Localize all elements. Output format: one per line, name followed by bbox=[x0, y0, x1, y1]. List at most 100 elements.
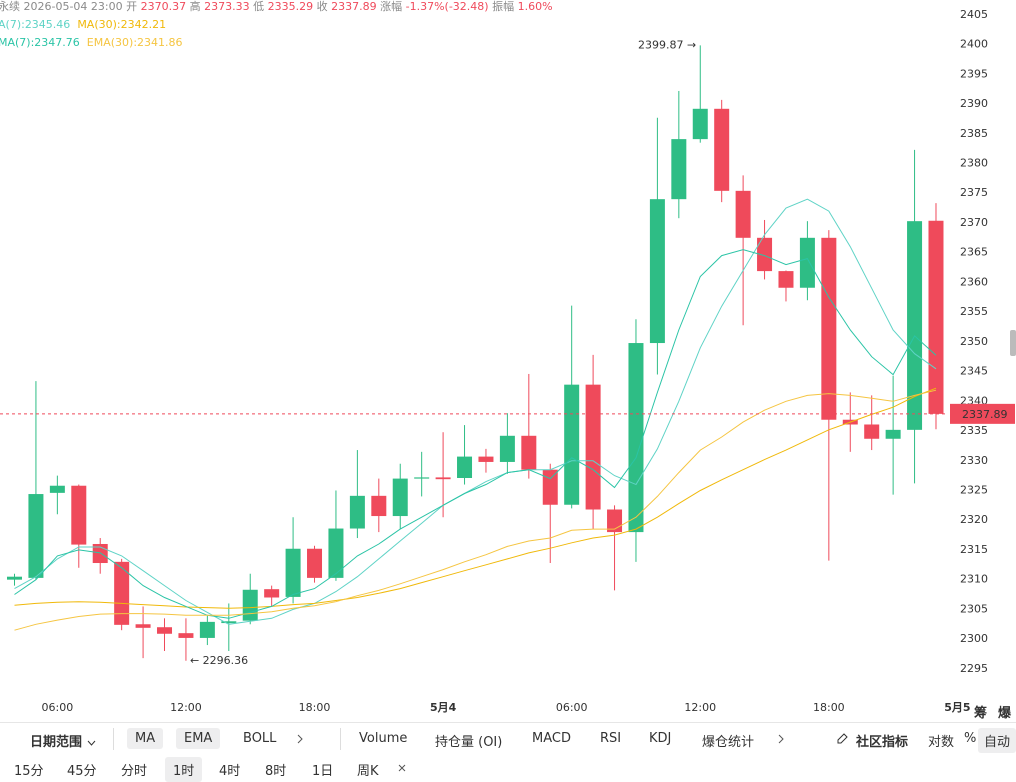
label: 日期范围 bbox=[30, 735, 83, 750]
y-tick-label: 2390 bbox=[960, 97, 988, 110]
y-tick-label: 2355 bbox=[960, 305, 988, 318]
candle-body bbox=[885, 429, 901, 439]
y-tick-label: 2300 bbox=[960, 632, 988, 645]
ohlc-header: 永续 2026-05-04 23:00 开 2370.37 高 2373.33 … bbox=[0, 0, 553, 14]
ma-line bbox=[14, 387, 937, 609]
max-marker: 2399.87 → bbox=[638, 38, 696, 51]
candle-body bbox=[542, 469, 558, 505]
edit-icon[interactable] bbox=[836, 732, 849, 745]
interval[interactable]: 4时 bbox=[219, 764, 241, 779]
separator bbox=[340, 728, 341, 750]
legend-entry: MA(30):2342.21 bbox=[77, 18, 167, 31]
min-marker: ← 2296.36 bbox=[190, 654, 248, 667]
datetime: 2026-05-04 23:00 bbox=[23, 0, 123, 13]
chart: 2295230023052310231523202325233023352340… bbox=[0, 8, 1016, 714]
indicator-button[interactable]: 爆仓统计 bbox=[702, 735, 755, 750]
side-label[interactable]: 爆 bbox=[998, 706, 1012, 721]
side-label[interactable]: 筹 bbox=[974, 706, 988, 721]
y-tick-label: 2380 bbox=[960, 156, 988, 169]
value: 2335.29 bbox=[267, 0, 314, 13]
candle-body bbox=[499, 435, 515, 462]
candle-body bbox=[907, 221, 923, 430]
candle-body bbox=[585, 384, 601, 510]
y-tick-label: 2360 bbox=[960, 275, 988, 288]
value: 2373.33 bbox=[204, 0, 250, 13]
y-tick-label: 2325 bbox=[960, 483, 988, 496]
label: 低 bbox=[253, 0, 265, 13]
candle-body bbox=[349, 495, 365, 529]
date-range[interactable]: 日期范围 bbox=[30, 731, 96, 750]
value: 2337.89 bbox=[331, 0, 377, 13]
interval[interactable]: 分时 bbox=[121, 764, 148, 779]
y-tick-label: 2330 bbox=[960, 454, 988, 467]
chevron-right[interactable] bbox=[297, 734, 303, 744]
candle-body bbox=[392, 478, 408, 517]
candle-body bbox=[221, 621, 237, 624]
candle-body bbox=[692, 108, 708, 140]
candle-body bbox=[71, 485, 87, 545]
percent-toggle[interactable]: % bbox=[964, 731, 977, 746]
separator bbox=[113, 728, 114, 750]
x-tick-label: 5月4 bbox=[430, 701, 457, 714]
value: 2370.37 bbox=[140, 0, 187, 13]
x-tick-label: 12:00 bbox=[170, 701, 202, 714]
candle-body bbox=[307, 548, 323, 578]
y-tick-label: 2375 bbox=[960, 186, 988, 199]
indicator-button[interactable]: MA bbox=[127, 728, 164, 749]
candle-body bbox=[435, 477, 451, 480]
legend-entry: EMA(30):2341.86 bbox=[86, 36, 183, 49]
chevron-right[interactable] bbox=[778, 734, 784, 744]
y-tick-label: 2400 bbox=[960, 38, 988, 51]
indicator-button[interactable]: RSI bbox=[600, 731, 622, 746]
x-tick-label: 18:00 bbox=[813, 701, 845, 714]
interval-selected[interactable]: 1时 bbox=[165, 757, 203, 782]
interval[interactable]: 8时 bbox=[265, 764, 287, 779]
candle-body bbox=[414, 477, 430, 479]
y-tick-label: 2365 bbox=[960, 246, 988, 259]
x-tick-label: 06:00 bbox=[42, 701, 74, 714]
indicator-button[interactable]: 持仓量 (OI) bbox=[435, 735, 503, 750]
indicator-button[interactable]: KDJ bbox=[649, 731, 672, 746]
indicator-button[interactable]: BOLL bbox=[243, 731, 277, 746]
close-icon[interactable] bbox=[398, 764, 406, 772]
interval[interactable]: 45分 bbox=[67, 764, 97, 779]
candle-body bbox=[671, 139, 687, 200]
legend-entry: MA(7):2347.76 bbox=[0, 36, 80, 49]
label: 涨幅 bbox=[380, 0, 403, 13]
interval[interactable]: 周K bbox=[357, 764, 379, 779]
value: 1.60% bbox=[517, 0, 553, 13]
indicator-button[interactable]: MACD bbox=[532, 731, 571, 746]
candle-body bbox=[564, 384, 580, 505]
candle-body bbox=[28, 494, 44, 578]
y-tick-label: 2335 bbox=[960, 424, 988, 437]
log-toggle[interactable]: 对数 bbox=[928, 735, 955, 750]
candle-body bbox=[714, 108, 730, 191]
interval[interactable]: 1日 bbox=[312, 764, 334, 779]
community-indicators[interactable]: 社区指标 bbox=[856, 735, 909, 750]
scroll-handle[interactable] bbox=[1010, 330, 1016, 356]
chevron bbox=[87, 740, 95, 746]
y-tick-label: 2295 bbox=[960, 662, 988, 675]
y-tick-label: 2320 bbox=[960, 513, 988, 526]
indicator-button[interactable]: Volume bbox=[359, 731, 408, 746]
indicator-button[interactable]: EMA bbox=[176, 728, 221, 749]
interval[interactable]: 15分 bbox=[14, 764, 44, 779]
y-tick-label: 2370 bbox=[960, 216, 988, 229]
candle-body bbox=[157, 627, 173, 634]
label: 高 bbox=[189, 0, 201, 13]
y-tick-label: 2350 bbox=[960, 335, 988, 348]
label: 收 bbox=[316, 0, 328, 13]
candle-body bbox=[49, 485, 65, 493]
divider bbox=[0, 722, 1016, 723]
ma-line bbox=[14, 249, 937, 619]
label: 开 bbox=[126, 0, 138, 13]
candle-body bbox=[799, 237, 815, 288]
candle-body bbox=[285, 548, 301, 597]
candle-body bbox=[778, 271, 794, 288]
candle-body bbox=[371, 495, 387, 517]
legend-entry: A(7):2345.46 bbox=[0, 18, 71, 31]
candle-body bbox=[478, 456, 494, 462]
auto-toggle[interactable]: 自动 bbox=[978, 728, 1016, 753]
y-tick-label: 2405 bbox=[960, 8, 988, 21]
candle-body bbox=[821, 237, 837, 420]
